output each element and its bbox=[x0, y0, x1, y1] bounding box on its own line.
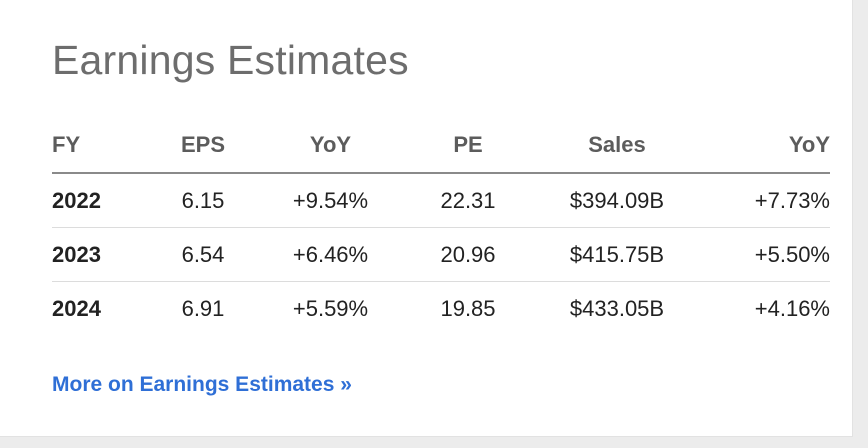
cell-sales: $433.05B bbox=[569, 295, 665, 321]
cell-eps-yoy: +5.59% bbox=[292, 295, 369, 321]
header-pe: PE bbox=[403, 118, 533, 174]
cell-pe: 22.31 bbox=[403, 173, 533, 228]
widget-title: Earnings Estimates bbox=[52, 37, 409, 83]
header-fy: FY bbox=[52, 118, 148, 174]
cell-pe: 20.96 bbox=[403, 227, 533, 282]
cell-sales-yoy: +4.16% bbox=[754, 295, 830, 321]
cell-eps: 6.54 bbox=[148, 227, 258, 282]
header-sales: Sales bbox=[533, 118, 701, 174]
cell-eps: 6.15 bbox=[148, 173, 258, 228]
cell-pe: 19.85 bbox=[440, 295, 496, 321]
cell-fy: 2024 bbox=[52, 295, 101, 321]
header-eps: EPS bbox=[148, 118, 258, 174]
cell-fy: 2023 bbox=[52, 227, 148, 282]
table-row: 2022 6.15 +9.54% 22.31 $394.09B +7.73% bbox=[52, 173, 830, 228]
cell-sales-yoy: +5.50% bbox=[701, 227, 830, 282]
table-header-row: FY EPS YoY PE Sales YoY bbox=[52, 118, 830, 174]
earnings-estimates-card: Earnings Estimates FY EPS YoY PE Sales Y… bbox=[0, 0, 853, 437]
cell-sales-yoy: +7.73% bbox=[701, 173, 830, 228]
earnings-estimates-table: FY EPS YoY PE Sales YoY 2022 6.15 +9.54%… bbox=[52, 118, 830, 335]
table-row: 2024 6.91 +5.59% 19.85 $433.05B +4.16% bbox=[52, 282, 830, 336]
table-row: 2023 6.54 +6.46% 20.96 $415.75B +5.50% bbox=[52, 227, 830, 282]
cell-eps: 6.91 bbox=[181, 295, 225, 321]
cell-sales: $394.09B bbox=[533, 173, 701, 228]
cell-eps-yoy: +6.46% bbox=[258, 227, 403, 282]
cell-eps-yoy: +9.54% bbox=[258, 173, 403, 228]
more-earnings-estimates-link[interactable]: More on Earnings Estimates » bbox=[52, 373, 352, 396]
cell-fy: 2022 bbox=[52, 173, 148, 228]
header-sales-yoy: YoY bbox=[701, 118, 830, 174]
cell-sales: $415.75B bbox=[533, 227, 701, 282]
header-eps-yoy: YoY bbox=[258, 118, 403, 174]
